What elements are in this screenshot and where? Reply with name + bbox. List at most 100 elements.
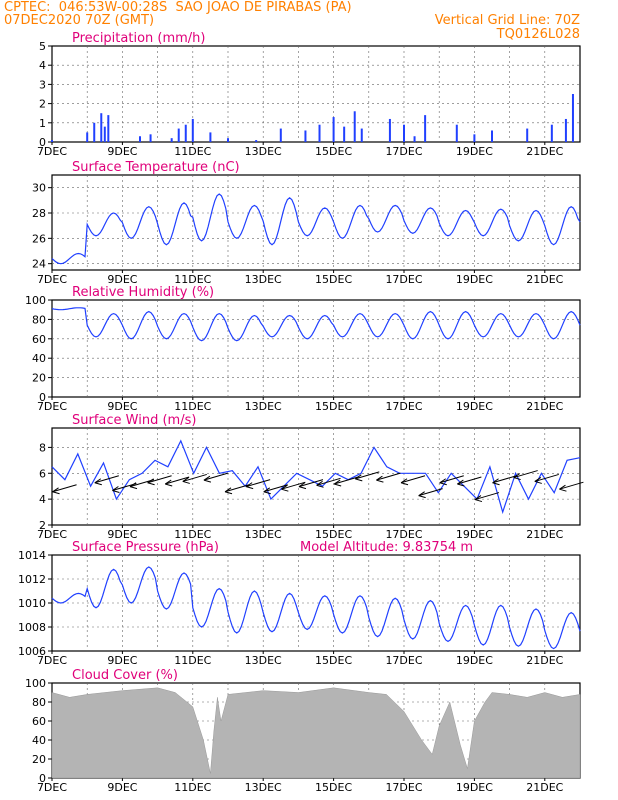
x-tick-label: 19DEC: [456, 145, 493, 158]
plot-frame: [51, 427, 581, 526]
wind-arrow-shaft: [457, 476, 482, 485]
x-tick-label: 7DEC: [37, 528, 67, 541]
x-tick-label: 9DEC: [107, 273, 137, 286]
station-title: CPTEC: 046:53W-00:28S SAO JOAO DE PIRABA…: [4, 0, 352, 15]
wind-arrow-head: [457, 479, 465, 487]
wind-arrow-head: [182, 477, 190, 484]
panel-title: Cloud Cover (%): [72, 668, 178, 683]
y-tick-label: 100: [25, 677, 46, 690]
y-tick-label: 6: [39, 467, 46, 480]
wind-arrow: [457, 476, 482, 487]
wind-arrow: [263, 484, 288, 495]
x-tick-label: 19DEC: [456, 654, 493, 667]
precip-bar: [343, 126, 346, 142]
wind-arrow: [203, 472, 229, 483]
x-tick-label: 17DEC: [385, 528, 422, 541]
x-tick-label: 17DEC: [385, 145, 422, 158]
precip-bar: [93, 122, 96, 142]
wind-arrow-head: [333, 479, 342, 487]
wind-arrow-shaft: [52, 484, 77, 493]
precip-bar: [353, 111, 356, 142]
x-tick-label: 17DEC: [385, 654, 422, 667]
wind-arrow: [298, 479, 324, 490]
wind-line: [51, 439, 581, 515]
precip-bar: [103, 126, 106, 142]
y-tick-label: 0: [39, 136, 46, 149]
wind-arrow: [355, 471, 380, 482]
precip-bar: [564, 118, 567, 142]
y-tick-label: 26: [32, 232, 46, 245]
pres-line: [51, 566, 581, 650]
panel-title: Surface Pressure (hPa): [72, 540, 219, 555]
wind-arrow: [376, 472, 401, 483]
x-tick-label: 9DEC: [107, 400, 137, 413]
wind-arrow-head: [263, 487, 271, 495]
x-tick-label: 9DEC: [107, 528, 137, 541]
x-tick-label: 15DEC: [315, 781, 352, 794]
precip-bar: [227, 138, 229, 142]
precip-bar: [191, 118, 194, 142]
wind-arrow: [94, 475, 119, 486]
x-tick-label: 13DEC: [245, 273, 282, 286]
x-tick-label: 17DEC: [385, 781, 422, 794]
x-tick-label: 17DEC: [385, 273, 422, 286]
x-tick-label: 15DEC: [315, 145, 352, 158]
wind-arrow: [182, 473, 207, 484]
wind-arrow-head: [164, 479, 173, 487]
wind-arrow-head: [513, 473, 521, 481]
x-tick-label: 11DEC: [174, 528, 211, 541]
y-tick-label: 60: [32, 715, 46, 728]
wind-arrow: [281, 481, 306, 492]
wind-arrow: [147, 475, 172, 486]
x-tick-label: 21DEC: [526, 145, 563, 158]
x-tick-label: 19DEC: [456, 400, 493, 413]
x-tick-label: 9DEC: [107, 654, 137, 667]
x-tick-label: 19DEC: [456, 528, 493, 541]
wind-arrow-head: [559, 484, 567, 492]
y-tick-label: 4: [39, 59, 46, 72]
panel-temp: 24 26 28 30 7DEC 9DEC 11DEC 13DEC 15DEC 17DEC 19DE…: [32, 160, 581, 286]
y-tick-label: 100: [25, 294, 46, 307]
x-tick-label: 13DEC: [245, 145, 282, 158]
x-tick-label: 21DEC: [526, 400, 563, 413]
wind-arrow-shaft: [298, 479, 324, 488]
wind-arrow-shaft: [224, 484, 250, 493]
y-tick-label: 40: [32, 352, 46, 365]
panel-title: Surface Wind (m/s): [72, 413, 196, 428]
panel-pres: 1006 1008 1010 1012 1014 7DEC 9DEC 11DEC 13DEC 15…: [18, 540, 581, 667]
precip-bar: [279, 128, 282, 142]
precip-bar: [149, 134, 152, 142]
x-tick-label: 7DEC: [37, 400, 67, 413]
precip-bar: [526, 128, 529, 142]
wind-arrow-head: [52, 487, 60, 495]
wind-arrow: [559, 481, 584, 492]
wind-arrow-head: [376, 475, 384, 483]
wind-arrow-shaft: [534, 473, 559, 482]
y-tick-label: 1012: [18, 573, 46, 586]
panel-title: Relative Humidity (%): [72, 285, 214, 300]
wind-arrow: [224, 484, 250, 495]
wind-arrow-shaft: [316, 477, 341, 486]
x-tick-label: 15DEC: [315, 654, 352, 667]
y-tick-label: 60: [32, 333, 46, 346]
wind-arrow-shaft: [418, 488, 443, 497]
y-tick-label: 28: [32, 207, 46, 220]
wind-arrow-shaft: [474, 492, 500, 501]
wind-arrow: [164, 476, 190, 487]
precip-bar: [491, 130, 493, 142]
y-tick-label: 0: [39, 391, 46, 404]
precip-bar: [304, 130, 307, 142]
x-tick-label: 19DEC: [456, 781, 493, 794]
wind-arrow-shaft: [182, 473, 207, 482]
precip-bar: [550, 124, 553, 142]
precip-bar: [255, 140, 258, 142]
temp-line: [51, 193, 581, 265]
precip-bar: [184, 124, 187, 142]
precip-bar: [177, 128, 180, 142]
wind-arrow-head: [534, 477, 542, 484]
precip-bar: [318, 124, 321, 142]
x-tick-label: 11DEC: [174, 781, 211, 794]
x-tick-label: 15DEC: [315, 273, 352, 286]
x-tick-label: 11DEC: [174, 273, 211, 286]
